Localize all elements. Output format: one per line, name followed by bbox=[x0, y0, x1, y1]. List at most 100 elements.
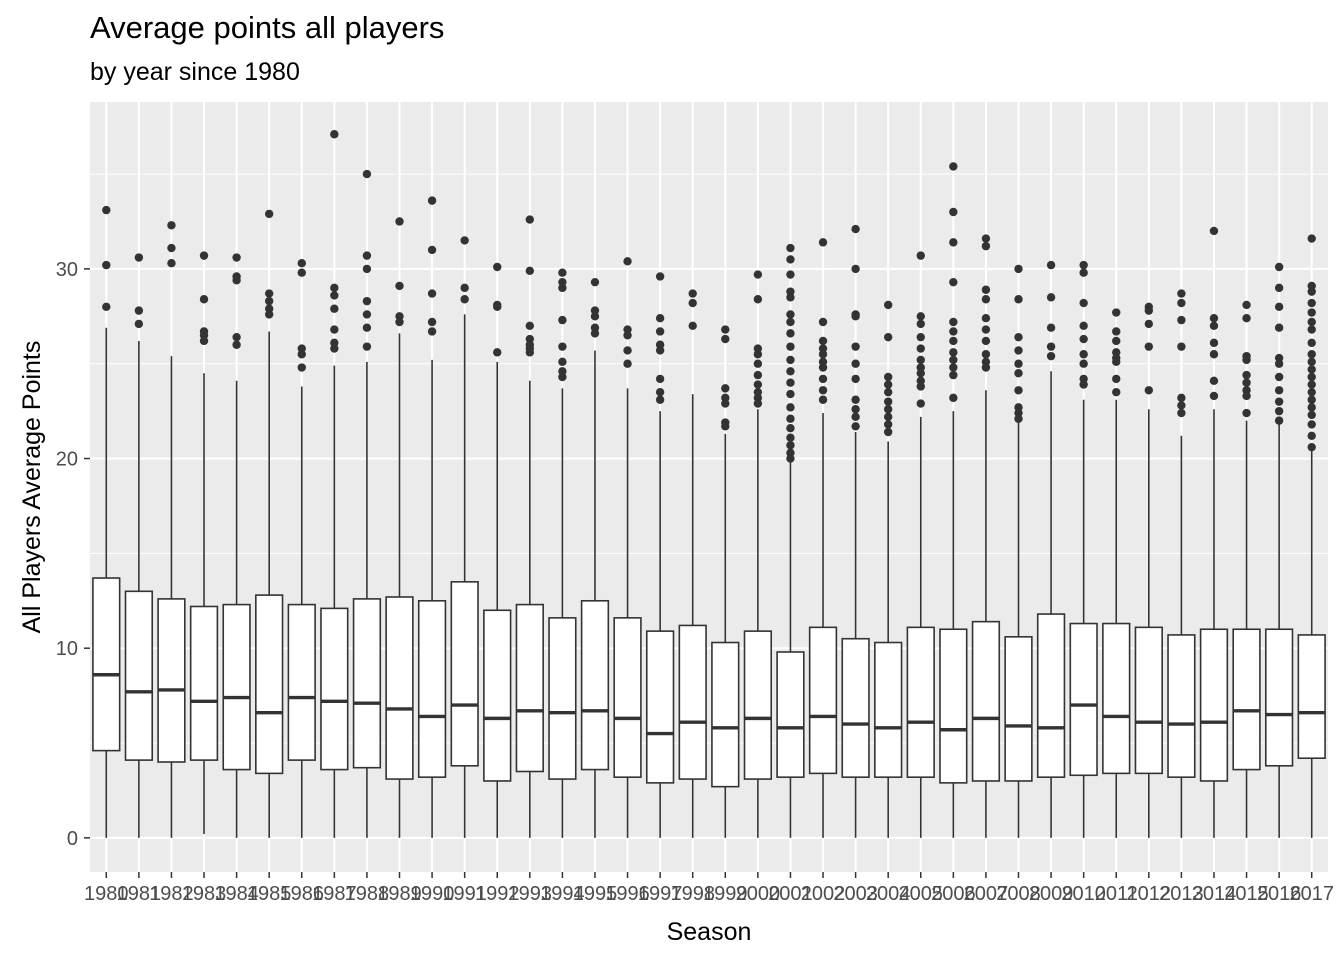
outlier-point bbox=[786, 454, 795, 463]
outlier-point bbox=[362, 323, 372, 332]
x-tick-label: 2009 bbox=[1029, 883, 1074, 905]
box-1980 bbox=[92, 205, 121, 838]
outlier-point bbox=[232, 332, 241, 342]
x-tick-label: 2012 bbox=[1127, 883, 1172, 905]
box-2001 bbox=[776, 243, 805, 838]
outlier-point bbox=[167, 259, 176, 268]
x-tick-label: 1984 bbox=[214, 883, 259, 905]
box-iqr bbox=[255, 594, 284, 775]
outlier-point bbox=[330, 304, 339, 313]
box-iqr bbox=[189, 605, 219, 761]
x-tick-label: 1992 bbox=[475, 883, 520, 905]
x-tick-label: 1985 bbox=[247, 883, 292, 905]
outlier-point bbox=[395, 317, 404, 327]
outlier-point bbox=[655, 272, 665, 281]
outlier-point bbox=[395, 281, 404, 291]
outlier-point bbox=[558, 315, 567, 325]
outlier-point bbox=[1209, 321, 1219, 330]
outlier-point bbox=[1274, 323, 1284, 332]
outlier-point bbox=[916, 332, 925, 342]
outlier-point bbox=[427, 289, 437, 298]
outlier-point bbox=[883, 380, 893, 389]
outlier-point bbox=[330, 325, 339, 334]
outlier-point bbox=[1014, 332, 1023, 342]
box-iqr bbox=[1232, 628, 1261, 771]
outlier-point bbox=[753, 350, 763, 359]
box-iqr bbox=[352, 598, 382, 769]
x-axis-title: Season bbox=[667, 918, 752, 946]
outlier-point bbox=[786, 293, 795, 302]
x-tick-label: 2016 bbox=[1257, 883, 1302, 905]
box-iqr bbox=[874, 641, 903, 778]
box-2009 bbox=[1036, 260, 1066, 838]
box-iqr bbox=[124, 590, 154, 761]
outlier-point bbox=[623, 346, 632, 355]
box-2007 bbox=[971, 234, 1001, 838]
box-iqr bbox=[678, 624, 707, 780]
box-iqr bbox=[483, 609, 512, 782]
outlier-point bbox=[1307, 403, 1316, 412]
outlier-point bbox=[460, 283, 469, 293]
outlier-point bbox=[1079, 350, 1088, 359]
outlier-point bbox=[851, 412, 860, 422]
box-iqr bbox=[222, 603, 251, 771]
box-1994 bbox=[548, 268, 577, 838]
outlier-point bbox=[297, 259, 306, 268]
outlier-point bbox=[981, 234, 991, 243]
box-2015 bbox=[1232, 300, 1261, 838]
outlier-point bbox=[1046, 260, 1056, 270]
x-tick-label: 2007 bbox=[964, 883, 1009, 905]
outlier-point bbox=[721, 325, 730, 334]
outlier-point bbox=[786, 243, 795, 253]
box-iqr bbox=[548, 617, 577, 780]
box-1996 bbox=[613, 257, 642, 838]
outlier-point bbox=[264, 209, 274, 219]
outlier-point bbox=[525, 266, 535, 275]
outlier-point bbox=[1209, 350, 1219, 359]
x-tick-label: 2013 bbox=[1159, 883, 1204, 905]
outlier-point bbox=[786, 367, 795, 376]
outlier-point bbox=[818, 350, 828, 359]
box-iqr bbox=[971, 620, 1001, 782]
x-tick-label: 1996 bbox=[605, 883, 650, 905]
outlier-point bbox=[1307, 350, 1316, 359]
outlier-point bbox=[525, 321, 535, 330]
outlier-point bbox=[525, 215, 535, 224]
outlier-point bbox=[916, 344, 925, 353]
box-1993 bbox=[515, 215, 544, 838]
outlier-point bbox=[721, 422, 730, 431]
outlier-point bbox=[1307, 410, 1316, 420]
box-iqr bbox=[645, 630, 675, 784]
outlier-point bbox=[1014, 386, 1023, 395]
outlier-point bbox=[427, 327, 437, 336]
outlier-point bbox=[916, 312, 925, 321]
outlier-point bbox=[883, 387, 893, 397]
outlier-point bbox=[916, 319, 925, 329]
outlier-point bbox=[883, 397, 893, 406]
outlier-point bbox=[1014, 414, 1023, 423]
outlier-point bbox=[1307, 325, 1316, 334]
outlier-point bbox=[297, 363, 306, 372]
box-1981 bbox=[124, 253, 154, 838]
x-tick-label: 2008 bbox=[996, 883, 1041, 905]
outlier-point bbox=[1079, 380, 1088, 389]
outlier-point bbox=[362, 296, 372, 306]
outlier-point bbox=[590, 277, 600, 287]
box-iqr bbox=[711, 641, 740, 788]
outlier-point bbox=[1307, 357, 1316, 367]
outlier-point bbox=[655, 314, 665, 323]
outlier-point bbox=[1209, 226, 1219, 236]
outlier-point bbox=[883, 420, 893, 429]
outlier-point bbox=[1144, 342, 1154, 351]
outlier-point bbox=[1307, 395, 1316, 404]
outlier-point bbox=[362, 264, 372, 274]
x-tick-label: 1994 bbox=[540, 883, 585, 905]
outlier-point bbox=[1112, 327, 1121, 336]
box-2000 bbox=[743, 270, 773, 838]
outlier-point bbox=[1177, 289, 1186, 298]
outlier-point bbox=[427, 317, 437, 327]
outlier-point bbox=[949, 370, 958, 380]
outlier-point bbox=[493, 348, 502, 357]
box-iqr bbox=[157, 598, 186, 763]
outlier-point bbox=[199, 251, 209, 260]
